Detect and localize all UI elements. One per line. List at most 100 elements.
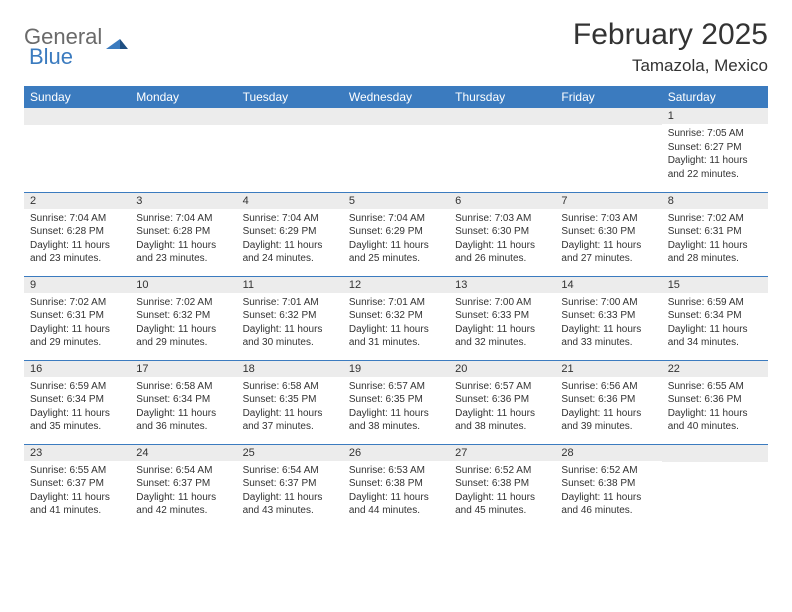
day-detail-line: Daylight: 11 hours and 24 minutes. <box>243 239 337 266</box>
day-number <box>130 108 236 125</box>
calendar-day-cell: 9Sunrise: 7:02 AMSunset: 6:31 PMDaylight… <box>24 276 130 360</box>
day-detail-line: Sunset: 6:36 PM <box>455 393 549 407</box>
calendar-week-row: 1Sunrise: 7:05 AMSunset: 6:27 PMDaylight… <box>24 108 768 192</box>
day-detail-line: Sunset: 6:34 PM <box>668 309 762 323</box>
day-detail-line: Sunset: 6:37 PM <box>243 477 337 491</box>
day-detail-line: Sunrise: 6:54 AM <box>243 464 337 478</box>
day-number: 26 <box>343 445 449 461</box>
day-detail-line: Sunset: 6:29 PM <box>243 225 337 239</box>
calendar-day-cell <box>662 444 768 528</box>
day-detail-line: Sunset: 6:37 PM <box>30 477 124 491</box>
title-block: February 2025 Tamazola, Mexico <box>573 18 768 76</box>
day-detail-line: Sunrise: 6:59 AM <box>668 296 762 310</box>
day-number: 15 <box>662 277 768 293</box>
day-detail-line: Sunrise: 7:04 AM <box>349 212 443 226</box>
calendar-day-cell: 14Sunrise: 7:00 AMSunset: 6:33 PMDayligh… <box>555 276 661 360</box>
day-details: Sunrise: 7:04 AMSunset: 6:28 PMDaylight:… <box>130 209 236 270</box>
day-details: Sunrise: 6:57 AMSunset: 6:36 PMDaylight:… <box>449 377 555 438</box>
day-detail-line: Sunrise: 6:59 AM <box>30 380 124 394</box>
day-detail-line: Sunset: 6:38 PM <box>561 477 655 491</box>
calendar-day-cell: 22Sunrise: 6:55 AMSunset: 6:36 PMDayligh… <box>662 360 768 444</box>
day-detail-line: Sunset: 6:30 PM <box>455 225 549 239</box>
calendar-day-cell: 7Sunrise: 7:03 AMSunset: 6:30 PMDaylight… <box>555 192 661 276</box>
day-detail-line: Sunrise: 7:02 AM <box>136 296 230 310</box>
calendar-day-cell: 27Sunrise: 6:52 AMSunset: 6:38 PMDayligh… <box>449 444 555 528</box>
day-detail-line: Daylight: 11 hours and 25 minutes. <box>349 239 443 266</box>
calendar-day-cell: 28Sunrise: 6:52 AMSunset: 6:38 PMDayligh… <box>555 444 661 528</box>
day-details: Sunrise: 7:03 AMSunset: 6:30 PMDaylight:… <box>449 209 555 270</box>
day-detail-line: Sunrise: 7:04 AM <box>136 212 230 226</box>
calendar-day-cell: 8Sunrise: 7:02 AMSunset: 6:31 PMDaylight… <box>662 192 768 276</box>
calendar-day-cell: 17Sunrise: 6:58 AMSunset: 6:34 PMDayligh… <box>130 360 236 444</box>
day-detail-line: Sunrise: 6:54 AM <box>136 464 230 478</box>
day-number: 4 <box>237 193 343 209</box>
day-detail-line: Sunset: 6:30 PM <box>561 225 655 239</box>
weekday-header: Friday <box>555 86 661 108</box>
day-detail-line: Sunset: 6:31 PM <box>30 309 124 323</box>
day-detail-line: Daylight: 11 hours and 38 minutes. <box>349 407 443 434</box>
day-detail-line: Sunset: 6:33 PM <box>561 309 655 323</box>
day-details: Sunrise: 7:05 AMSunset: 6:27 PMDaylight:… <box>662 124 768 185</box>
day-detail-line: Daylight: 11 hours and 29 minutes. <box>136 323 230 350</box>
day-details: Sunrise: 7:04 AMSunset: 6:28 PMDaylight:… <box>24 209 130 270</box>
day-number: 28 <box>555 445 661 461</box>
day-detail-line: Sunset: 6:38 PM <box>455 477 549 491</box>
day-details: Sunrise: 6:58 AMSunset: 6:34 PMDaylight:… <box>130 377 236 438</box>
day-details: Sunrise: 7:03 AMSunset: 6:30 PMDaylight:… <box>555 209 661 270</box>
day-detail-line: Sunrise: 6:58 AM <box>243 380 337 394</box>
day-detail-line: Daylight: 11 hours and 32 minutes. <box>455 323 549 350</box>
day-detail-line: Sunset: 6:34 PM <box>136 393 230 407</box>
day-detail-line: Daylight: 11 hours and 39 minutes. <box>561 407 655 434</box>
day-detail-line: Sunrise: 7:02 AM <box>30 296 124 310</box>
day-details: Sunrise: 7:04 AMSunset: 6:29 PMDaylight:… <box>343 209 449 270</box>
day-detail-line: Sunrise: 7:00 AM <box>561 296 655 310</box>
day-number <box>662 445 768 462</box>
day-detail-line: Sunrise: 7:04 AM <box>30 212 124 226</box>
day-details: Sunrise: 7:00 AMSunset: 6:33 PMDaylight:… <box>449 293 555 354</box>
day-detail-line: Sunrise: 7:05 AM <box>668 127 762 141</box>
weekday-header: Thursday <box>449 86 555 108</box>
calendar-day-cell: 2Sunrise: 7:04 AMSunset: 6:28 PMDaylight… <box>24 192 130 276</box>
day-number: 14 <box>555 277 661 293</box>
day-number <box>237 108 343 125</box>
weekday-header: Sunday <box>24 86 130 108</box>
day-detail-line: Daylight: 11 hours and 43 minutes. <box>243 491 337 518</box>
day-number <box>343 108 449 125</box>
day-detail-line: Sunset: 6:32 PM <box>243 309 337 323</box>
calendar-day-cell: 1Sunrise: 7:05 AMSunset: 6:27 PMDaylight… <box>662 108 768 192</box>
day-detail-line: Sunset: 6:27 PM <box>668 141 762 155</box>
day-number: 19 <box>343 361 449 377</box>
calendar-day-cell: 18Sunrise: 6:58 AMSunset: 6:35 PMDayligh… <box>237 360 343 444</box>
day-number: 20 <box>449 361 555 377</box>
calendar-day-cell: 26Sunrise: 6:53 AMSunset: 6:38 PMDayligh… <box>343 444 449 528</box>
calendar-week-row: 9Sunrise: 7:02 AMSunset: 6:31 PMDaylight… <box>24 276 768 360</box>
day-number: 24 <box>130 445 236 461</box>
day-detail-line: Sunrise: 6:53 AM <box>349 464 443 478</box>
day-detail-line: Daylight: 11 hours and 45 minutes. <box>455 491 549 518</box>
day-details: Sunrise: 6:55 AMSunset: 6:36 PMDaylight:… <box>662 377 768 438</box>
day-number: 7 <box>555 193 661 209</box>
calendar-header-row: Sunday Monday Tuesday Wednesday Thursday… <box>24 86 768 108</box>
calendar-day-cell: 23Sunrise: 6:55 AMSunset: 6:37 PMDayligh… <box>24 444 130 528</box>
day-details: Sunrise: 7:02 AMSunset: 6:31 PMDaylight:… <box>24 293 130 354</box>
day-detail-line: Daylight: 11 hours and 36 minutes. <box>136 407 230 434</box>
day-number: 18 <box>237 361 343 377</box>
day-detail-line: Daylight: 11 hours and 42 minutes. <box>136 491 230 518</box>
day-details: Sunrise: 6:54 AMSunset: 6:37 PMDaylight:… <box>130 461 236 522</box>
day-detail-line: Sunrise: 7:03 AM <box>455 212 549 226</box>
day-details: Sunrise: 7:04 AMSunset: 6:29 PMDaylight:… <box>237 209 343 270</box>
day-detail-line: Sunset: 6:36 PM <box>561 393 655 407</box>
day-detail-line: Sunrise: 6:52 AM <box>561 464 655 478</box>
day-detail-line: Daylight: 11 hours and 22 minutes. <box>668 154 762 181</box>
day-number: 13 <box>449 277 555 293</box>
day-details: Sunrise: 6:59 AMSunset: 6:34 PMDaylight:… <box>662 293 768 354</box>
day-detail-line: Sunset: 6:29 PM <box>349 225 443 239</box>
day-details: Sunrise: 6:54 AMSunset: 6:37 PMDaylight:… <box>237 461 343 522</box>
day-detail-line: Sunset: 6:37 PM <box>136 477 230 491</box>
day-details: Sunrise: 6:56 AMSunset: 6:36 PMDaylight:… <box>555 377 661 438</box>
weekday-header: Saturday <box>662 86 768 108</box>
calendar-day-cell <box>343 108 449 192</box>
day-detail-line: Daylight: 11 hours and 27 minutes. <box>561 239 655 266</box>
day-detail-line: Sunrise: 7:03 AM <box>561 212 655 226</box>
day-detail-line: Daylight: 11 hours and 29 minutes. <box>30 323 124 350</box>
